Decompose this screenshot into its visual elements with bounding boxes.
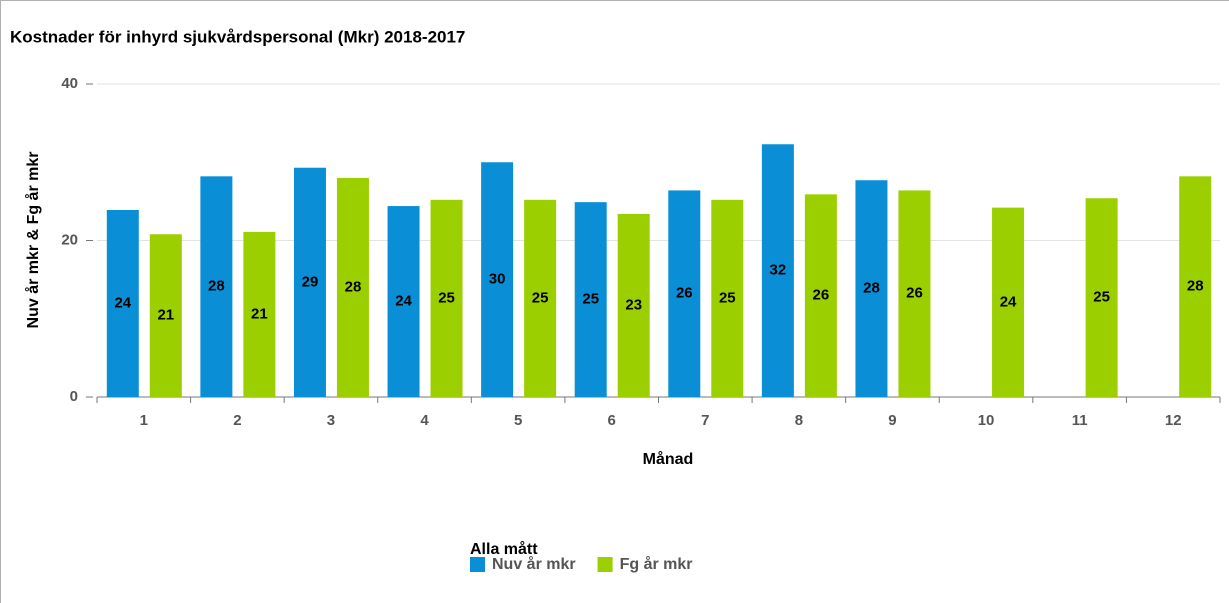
data-label: 26	[813, 287, 830, 304]
bar	[992, 207, 1025, 397]
x-tick-label: 10	[978, 412, 995, 429]
bar	[574, 202, 607, 397]
x-tick-label: 2	[233, 412, 241, 429]
data-label: 25	[532, 289, 549, 306]
legend-title: Alla mått	[470, 540, 538, 558]
bar	[1085, 198, 1118, 397]
x-tick-label: 3	[327, 412, 335, 429]
data-label: 32	[770, 262, 787, 279]
y-tick-label: 0	[70, 388, 78, 405]
data-label: 26	[906, 285, 923, 302]
bar	[243, 231, 276, 397]
bar	[524, 199, 557, 397]
data-label: 26	[676, 285, 693, 302]
bar	[430, 199, 463, 397]
data-label: 24	[1000, 293, 1017, 310]
bar	[617, 213, 650, 397]
bar	[149, 234, 182, 397]
legend-swatch	[470, 557, 485, 572]
x-tick-label: 8	[795, 412, 803, 429]
x-tick-label: 1	[140, 412, 148, 429]
data-label: 25	[1093, 289, 1110, 306]
bar	[200, 176, 233, 397]
bar	[481, 162, 514, 397]
x-tick-label: 9	[888, 412, 896, 429]
x-tick-label: 4	[420, 412, 429, 429]
data-label: 25	[438, 289, 455, 306]
data-label: 21	[157, 307, 174, 324]
bar	[761, 144, 794, 397]
y-tick-label: 40	[61, 75, 78, 92]
x-tick-label: 6	[608, 412, 616, 429]
x-axis-title: Månad	[643, 450, 694, 468]
data-label: 28	[208, 278, 225, 295]
data-label: 24	[114, 294, 131, 311]
bar	[711, 199, 744, 397]
chart-title: Kostnader för inhyrd sjukvårdspersonal (…	[10, 27, 465, 46]
x-tick-label: 12	[1165, 412, 1182, 429]
bar	[668, 190, 701, 397]
x-tick-label: 5	[514, 412, 522, 429]
bar	[387, 206, 420, 397]
bar	[804, 194, 837, 397]
data-label: 28	[863, 280, 880, 297]
bar	[336, 177, 369, 397]
data-label: 25	[719, 289, 736, 306]
data-label: 25	[582, 291, 599, 308]
legend-swatch	[597, 557, 613, 572]
bar	[855, 180, 888, 397]
bar	[1179, 176, 1212, 397]
data-label: 21	[251, 305, 268, 322]
x-tick-label: 11	[1072, 412, 1088, 429]
legend-label: Fg år mkr	[620, 555, 693, 573]
data-label: 29	[302, 273, 319, 290]
data-label: 24	[395, 293, 412, 310]
bar	[898, 190, 931, 397]
bar	[106, 209, 139, 397]
data-label: 30	[489, 271, 506, 288]
legend-label: Nuv år mkr	[492, 555, 576, 573]
x-tick-label: 7	[701, 412, 709, 429]
bar	[293, 167, 326, 397]
data-label: 28	[345, 278, 362, 295]
y-axis-title: Nuv år mkr & Fg år mkr	[24, 152, 42, 329]
y-tick-label: 20	[61, 231, 78, 248]
data-label: 23	[625, 296, 642, 313]
data-label: 28	[1187, 278, 1204, 295]
